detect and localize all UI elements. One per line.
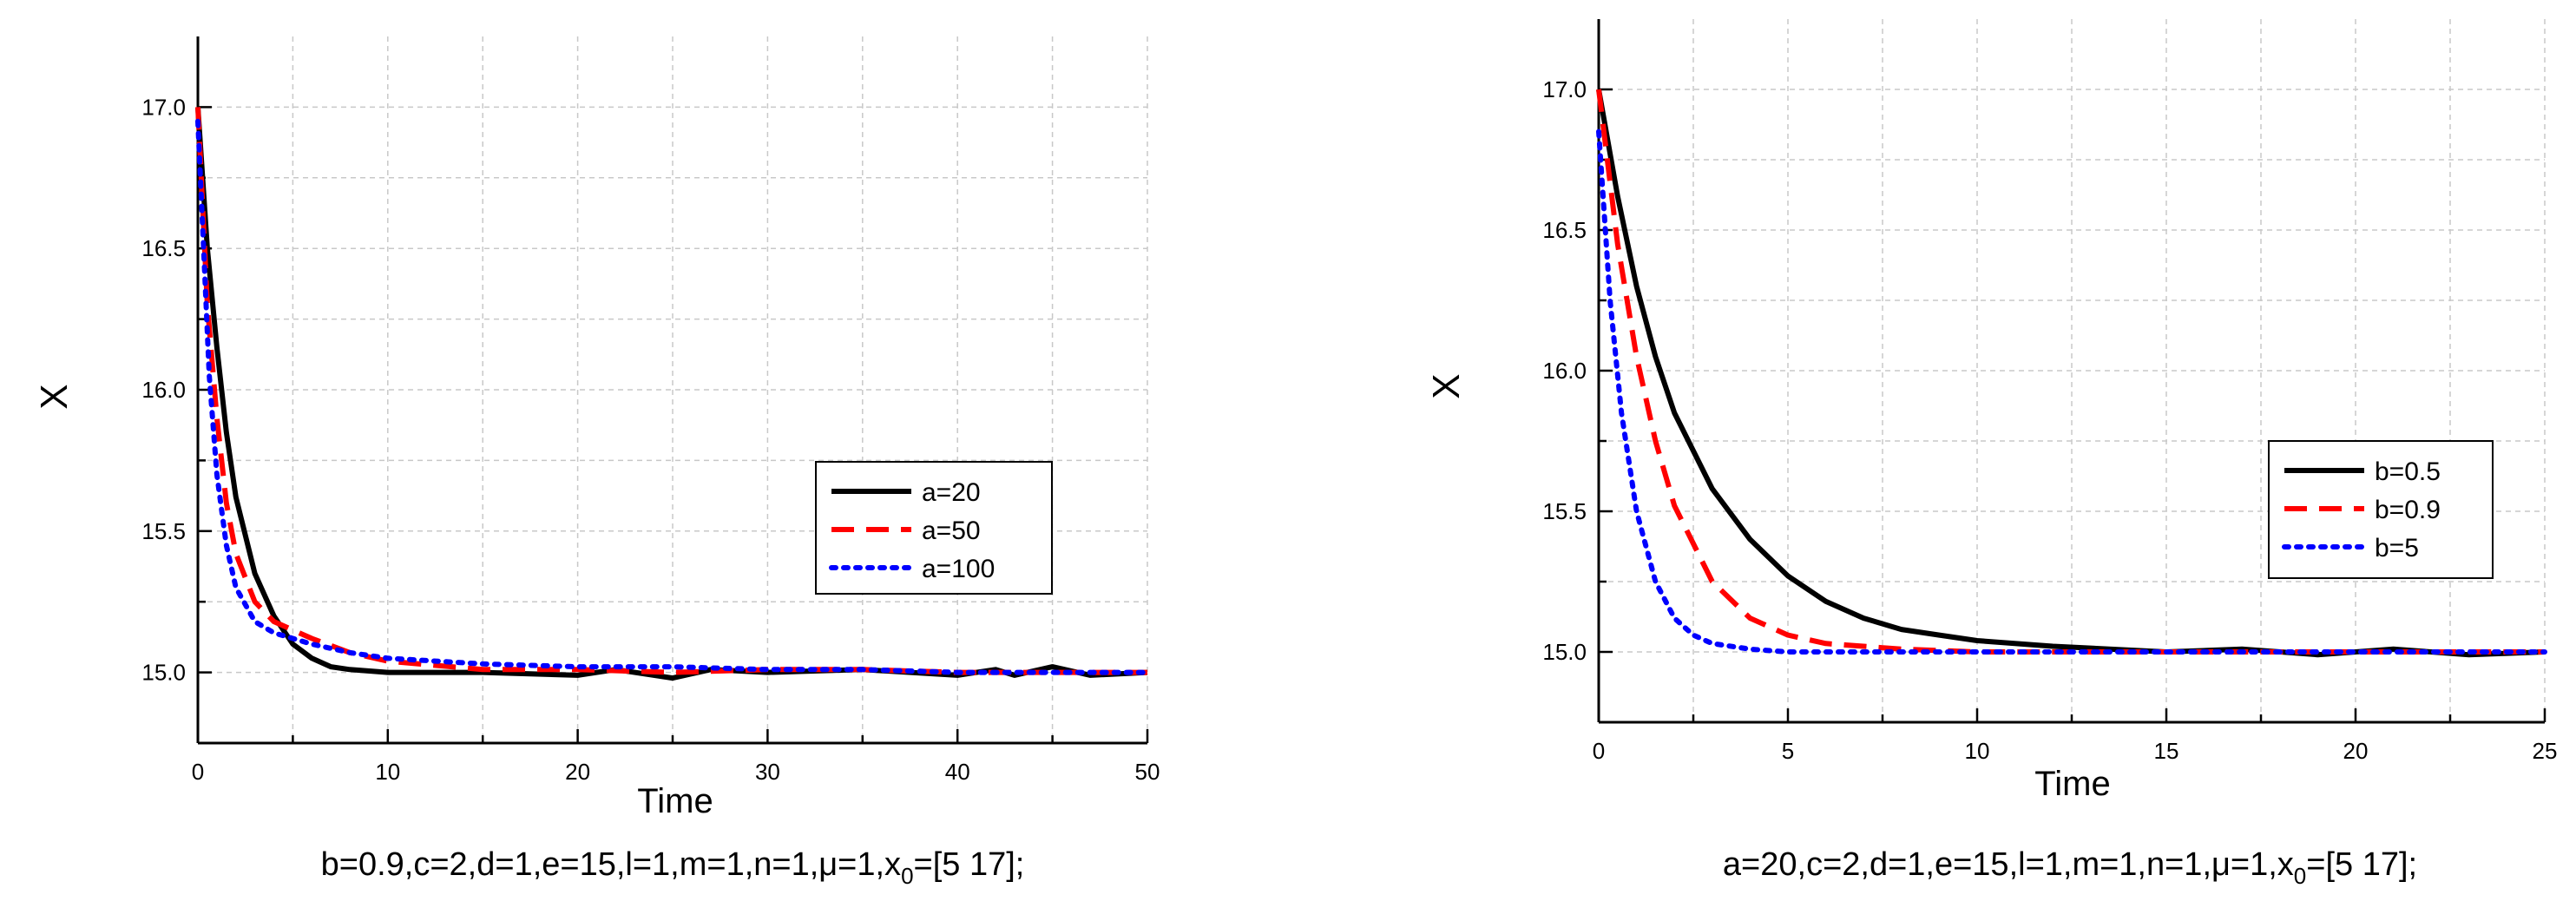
legend-label: b=0.5 [2375,457,2441,486]
x-tick-label: 30 [755,759,780,785]
y-axis-label: X [33,384,76,409]
x-tick-label: 10 [375,759,400,785]
x-tick-label: 0 [192,759,204,785]
x-tick-label: 0 [1593,738,1605,764]
caption-text: b=0.9,c=2,d=1,e=15,l=1,m=1,n=1,μ=1,x [321,846,901,883]
x-tick-label: 20 [2343,738,2369,764]
y-tick-label: 15.0 [1542,639,1587,665]
y-tick-label: 16.5 [141,235,186,261]
y-tick-label: 15.5 [141,518,186,544]
y-tick-label: 17.0 [1542,76,1587,102]
legend: a=20 a=50 a=100 [815,461,1053,595]
x-tick-label: 15 [2154,738,2179,764]
caption-text: a=20,c=2,d=1,e=15,l=1,m=1,n=1,μ=1,x [1723,846,2294,883]
y-tick-label: 16.0 [141,377,186,403]
legend-box [815,461,1053,595]
caption-text-end: =[5 17]; [2306,846,2417,883]
x-tick-label: 40 [945,759,970,785]
gridlines [198,36,1148,743]
y-tick-label: 17.0 [141,94,186,120]
series-line-a-100 [195,118,1150,675]
legend-label: a=50 [922,517,981,545]
parameter-caption: a=20,c=2,d=1,e=15,l=1,m=1,n=1,μ=1,x0=[5 … [1723,846,2417,889]
x-axis-label: Time [637,782,713,820]
chart-1: 0 10 20 30 40 50 15.0 15.5 16.0 16.5 17.0 X Time b=0.… [33,36,1160,889]
legend-label: a=20 [922,478,981,507]
legend-label: b=0.9 [2375,496,2441,524]
caption-text-end: =[5 17]; [914,846,1025,883]
x-tick-label: 25 [2533,738,2558,764]
y-tick-label: 15.0 [141,660,186,686]
caption-subscript: 0 [901,863,913,889]
x-tick-label: 5 [1782,738,1794,764]
y-tick-label: 15.5 [1542,498,1587,524]
legend: b=0.5 b=0.9 b=5 [2268,440,2494,579]
legend-label: a=100 [922,555,995,583]
x-tick-label: 10 [1965,738,1990,764]
x-tick-label: 50 [1135,759,1160,785]
series-line-a-20 [195,107,1148,681]
legend-label: b=5 [2375,534,2419,563]
y-tick-label: 16.5 [1542,217,1587,243]
series-line-b-5 [1596,128,2547,655]
x-axis-label: Time [2034,765,2110,803]
y-tick-label: 16.0 [1542,358,1587,384]
x-tick-label: 20 [565,759,590,785]
y-axis-label: X [1425,373,1468,398]
caption-subscript: 0 [2294,863,2306,889]
parameter-caption: b=0.9,c=2,d=1,e=15,l=1,m=1,n=1,μ=1,x0=[5… [321,846,1025,889]
chart-2: 0 5 10 15 20 25 15.0 15.5 16.0 16.5 17.0 X Time a=20,… [1425,19,2557,889]
